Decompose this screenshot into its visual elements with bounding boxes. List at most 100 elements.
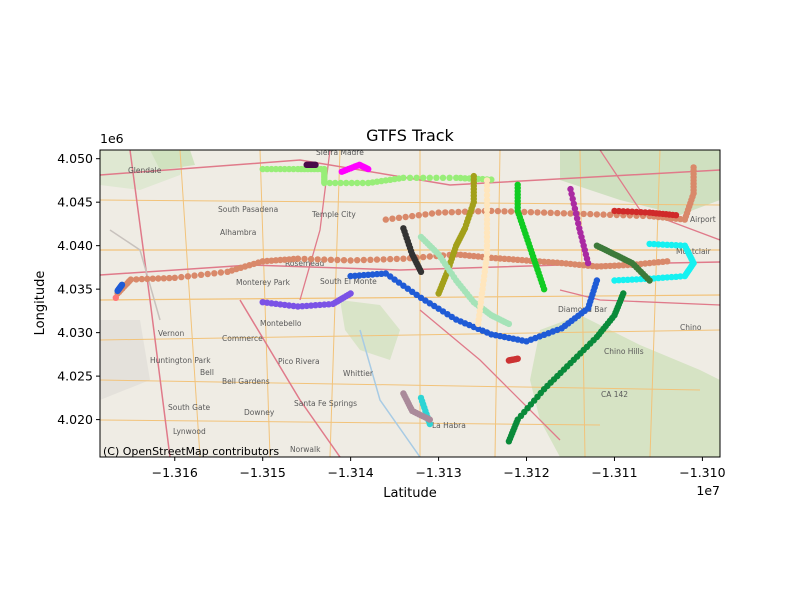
track-point-s2: [446, 174, 453, 181]
track-point-s1: [521, 208, 528, 216]
track-point-s16: [417, 268, 425, 275]
track-point-s0: [380, 256, 387, 263]
track-point-s2: [354, 179, 361, 187]
track-point-s12: [483, 229, 491, 236]
track-point-s1: [475, 208, 482, 215]
track-point-s2: [406, 174, 414, 181]
track-point-s17: [672, 212, 680, 219]
map-label-whittier: Whittier: [343, 369, 374, 378]
track-point-s2: [400, 174, 407, 181]
track-point-s1: [527, 209, 535, 216]
track-point-s1: [409, 212, 416, 220]
y-tick-label: 4.020: [57, 412, 93, 427]
map-label-temple-city: Temple City: [311, 210, 356, 219]
map-label-bell-gardens: Bell Gardens: [222, 377, 270, 386]
track-point-s2: [281, 165, 288, 173]
basemap-labels: Glendale South Pasadena Temple City Alha…: [128, 148, 716, 454]
track-point-s1: [580, 210, 587, 218]
track-point-s0: [149, 275, 156, 282]
track-point-s1: [567, 210, 574, 217]
track-point-s1: [448, 209, 455, 216]
map-label-bell: Bell: [200, 368, 214, 377]
track-point-s18: [426, 420, 433, 428]
track-point-s15: [572, 210, 580, 217]
track-point-s0: [127, 276, 134, 283]
track-point-s0: [155, 275, 162, 282]
map-label-montclair: Montclair: [676, 247, 712, 256]
track-point-s2: [332, 179, 339, 187]
y-tick-label: 4.030: [57, 325, 93, 340]
track-point-s1: [435, 209, 442, 216]
track-point-s0: [426, 253, 433, 260]
x-tick-label: −1.313: [415, 465, 461, 480]
track-point-s1: [606, 211, 614, 218]
track-point-s2: [259, 165, 266, 173]
map-label-santa-fe-springs: Santa Fe Springs: [294, 399, 357, 408]
track-point-s1: [560, 210, 568, 217]
track-point-s2: [326, 179, 333, 187]
track-point-s2: [277, 165, 284, 173]
x-tick-label: −1.311: [591, 465, 637, 480]
track-point-s0: [420, 253, 427, 261]
track-point-s11: [540, 286, 548, 293]
track-point-s2: [272, 165, 280, 173]
track-point-s2: [359, 179, 366, 187]
track-point-s12: [483, 206, 491, 213]
track-point-s7: [365, 165, 372, 173]
track-point-s2: [337, 179, 344, 187]
track-point-s15: [573, 215, 581, 222]
track-point-s2: [420, 174, 427, 181]
track-point-s2: [263, 165, 271, 173]
x-axis-offset: 1e7: [696, 483, 720, 498]
track-point-s0: [321, 256, 328, 263]
track-point-s1: [690, 164, 697, 171]
track-point-s2: [321, 179, 328, 187]
chart-title: GTFS Track: [366, 126, 454, 145]
track-point-s1: [507, 208, 515, 215]
track-point-s12: [483, 191, 491, 199]
y-tick-label: 4.035: [57, 282, 93, 297]
track-point-s0: [360, 256, 367, 264]
track-point-s2: [285, 165, 293, 173]
track-point-s0: [166, 274, 173, 282]
map-label-chino-hills: Chino Hills: [604, 347, 644, 356]
map-attribution: (C) OpenStreetMap contributors: [103, 445, 279, 458]
track-point-s0: [184, 273, 192, 280]
track-point-s0: [327, 256, 335, 263]
map-label-sierra-madre: Sierra Madre: [316, 148, 364, 157]
y-tick-label: 4.025: [57, 369, 93, 384]
track-point-s1: [494, 207, 502, 215]
x-tick-label: −1.315: [240, 465, 286, 480]
track-point-s1: [415, 212, 422, 219]
plot-area: Glendale South Pasadena Temple City Alha…: [100, 148, 720, 458]
track-point-s0: [294, 255, 302, 262]
map-label-pico-rivera: Pico Rivera: [278, 357, 320, 366]
x-tick-label: −1.310: [679, 465, 725, 480]
map-label-lynwood: Lynwood: [173, 427, 206, 436]
map-label-airport: Airport: [690, 215, 716, 224]
track-point-s15: [570, 200, 577, 207]
track-point-s1: [501, 208, 508, 215]
track-point-s0: [133, 276, 140, 283]
track-point-s4: [646, 240, 653, 248]
track-point-s0: [314, 256, 321, 263]
map-label-monterey-park: Monterey Park: [236, 278, 291, 287]
track-point-s0: [367, 256, 374, 263]
map-label-vernon: Vernon: [158, 329, 184, 338]
track-point-s15: [567, 185, 574, 193]
x-tick-label: −1.312: [503, 465, 549, 480]
track-point-s0: [387, 255, 394, 263]
track-point-s21: [514, 355, 521, 362]
track-point-s9: [435, 290, 442, 297]
track-point-s12: [483, 177, 491, 184]
track-point-s1: [402, 213, 409, 221]
track-point-s0: [400, 255, 407, 262]
track-point-s0: [204, 270, 211, 278]
track-point-s0: [334, 256, 341, 264]
track-point-s0: [354, 257, 361, 264]
track-point-s13: [347, 290, 354, 297]
track-point-s1: [600, 211, 607, 218]
y-axis: 4.020 4.025 4.030 4.035 4.040 4.045 4.050: [57, 151, 100, 427]
track-point-s1: [540, 209, 548, 216]
x-axis: −1.316 −1.315 −1.314 −1.313 −1.312 −1.311 −1.3…: [152, 457, 726, 480]
